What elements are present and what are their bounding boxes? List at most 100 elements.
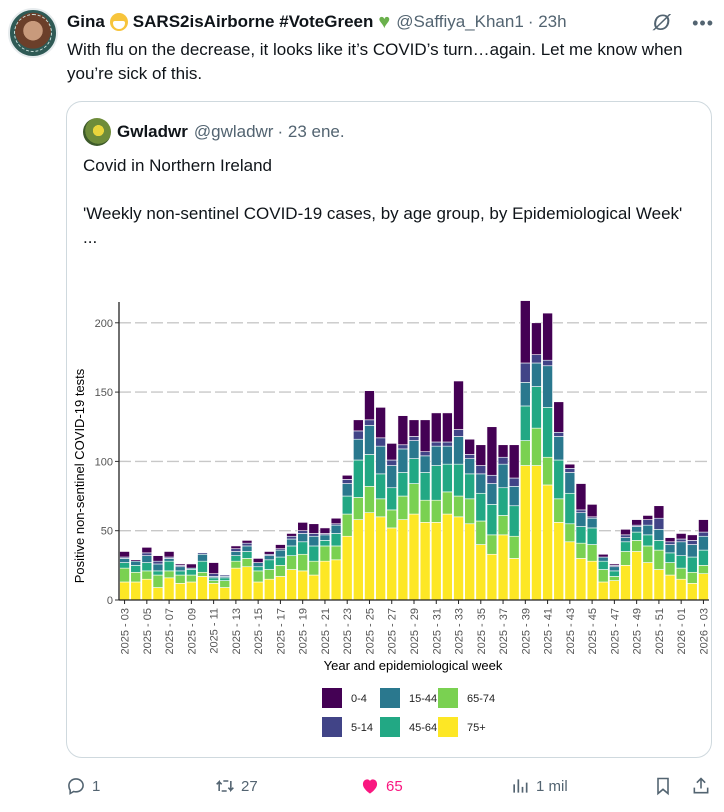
bar-segment-0-4 <box>620 529 631 536</box>
bar-segment-0-4 <box>252 558 264 563</box>
repost-button[interactable]: 27 <box>215 776 258 796</box>
bar-segment-65-74 <box>152 574 164 588</box>
bar-segment-65-74 <box>464 498 475 525</box>
legend-swatch <box>380 717 400 737</box>
bar-segment-45-64 <box>408 458 420 484</box>
legend: 0-4 5-14 15-44 45-64 65-74 75+ <box>322 688 495 737</box>
bar-segment-75plus <box>275 576 286 601</box>
bar-segment-65-74 <box>264 569 275 580</box>
author-name[interactable]: Gina <box>67 12 105 31</box>
bar-segment-0-4 <box>264 551 275 555</box>
bar-segment-15-44 <box>375 445 386 475</box>
bar-segment-0-4 <box>208 562 219 574</box>
views-icon <box>513 779 528 793</box>
bar-segment-5-14 <box>575 509 587 513</box>
bar-segment-0-4 <box>442 412 453 443</box>
x-tick-label: 2025 - 05 <box>142 608 154 654</box>
bar-segment-5-14 <box>241 542 253 547</box>
bar-segment-65-74 <box>575 542 587 559</box>
bar-segment-45-64 <box>141 562 153 572</box>
bookmark-button[interactable] <box>653 776 673 796</box>
action-bar: 1 27 65 1 mil <box>0 772 724 804</box>
quoted-author-name: Gwladwr <box>117 122 188 141</box>
bar-segment-45-64 <box>241 551 253 559</box>
chart-image[interactable]: 0 50 100 150 200 2025 - 03 2025 - 05 2025 - 07 2… <box>67 292 711 757</box>
share-icon <box>693 777 709 794</box>
bar-segment-45-64 <box>286 545 297 556</box>
bar-segment-45-64 <box>631 531 642 541</box>
bar-segment-15-44 <box>687 544 698 558</box>
reply-button[interactable]: 1 <box>66 776 100 796</box>
bar-segment-0-4 <box>163 551 175 558</box>
bar-segment-75plus <box>163 577 175 601</box>
bar-segment-0-4 <box>653 505 665 519</box>
quoted-tweet[interactable]: Gwladwr @gwladwr · 23 ene. Covid in Nort… <box>66 101 712 758</box>
tweet-header: Gina SARS2isAirborne #VoteGreen ♥ @Saffi… <box>67 10 714 36</box>
bar-segment-65-74 <box>319 545 331 562</box>
bar-segment-45-64 <box>620 541 631 552</box>
bar-segment-15-44 <box>531 362 542 387</box>
bar-segment-15-44 <box>597 556 609 562</box>
bar-segment-65-74 <box>553 498 564 523</box>
more-icon[interactable]: ••• <box>692 12 714 33</box>
bar-segment-0-4 <box>642 515 654 520</box>
bar-segment-0-4 <box>130 559 141 562</box>
bar-segment-15-44 <box>319 534 331 541</box>
bar-segment-45-64 <box>264 559 275 570</box>
bar-segment-65-74 <box>375 498 386 518</box>
bar-segment-65-74 <box>275 565 286 577</box>
bar-segment-0-4 <box>531 322 542 355</box>
bar-segment-65-74 <box>186 574 197 583</box>
legend-label: 15-44 <box>409 693 437 705</box>
bar-segment-65-74 <box>419 499 431 523</box>
bar-segment-65-74 <box>330 545 342 561</box>
bar-segment-5-14 <box>687 540 698 545</box>
bar-segment-65-74 <box>308 560 320 576</box>
bar-segment-45-64 <box>464 473 475 500</box>
bar-segment-75plus <box>252 581 264 601</box>
bar-segment-75plus <box>197 576 208 601</box>
bar-segment-65-74 <box>119 567 130 583</box>
bar-segment-15-44 <box>330 524 342 534</box>
bar-segment-45-64 <box>675 555 687 569</box>
bar-segment-0-4 <box>664 537 676 543</box>
tweet-time[interactable]: · 23h <box>527 12 567 31</box>
grok-icon[interactable]: Ø <box>652 10 671 35</box>
bars <box>119 300 709 601</box>
bar-segment-75plus <box>319 560 331 601</box>
bar-segment-65-74 <box>297 553 308 572</box>
bar-segment-5-14 <box>419 451 431 457</box>
bar-segment-65-74 <box>475 520 487 545</box>
bar-segment-15-44 <box>408 440 420 459</box>
x-tick-label: 2025 - 45 <box>587 608 599 654</box>
bar-segment-15-44 <box>486 483 498 505</box>
bar-segment-5-14 <box>475 465 487 475</box>
x-tick-label: 2025 - 29 <box>409 608 421 654</box>
bar-segment-65-74 <box>687 571 698 584</box>
bar-segment-15-44 <box>141 555 153 563</box>
bar-segment-75plus <box>419 522 431 601</box>
quoted-author-handle: @gwladwr <box>193 122 274 141</box>
like-button[interactable]: 65 <box>360 776 403 796</box>
header-icons: Ø ••• <box>653 10 714 36</box>
bar-segment-15-44 <box>130 560 141 566</box>
bar-segment-65-74 <box>597 569 609 583</box>
bar-segment-0-4 <box>553 401 564 433</box>
share-button[interactable] <box>691 776 711 796</box>
bar-segment-15-44 <box>152 563 164 572</box>
bar-segment-15-44 <box>631 526 642 533</box>
bar-segment-0-4 <box>297 522 308 531</box>
views-button[interactable]: 1 mil <box>510 776 568 796</box>
bar-segment-0-4 <box>520 300 531 364</box>
bar-segment-15-44 <box>163 558 175 562</box>
author-handle[interactable]: @Saffiya_Khan1 <box>396 12 524 31</box>
bar-segment-5-14 <box>553 431 564 437</box>
x-tick-label: 2025 - 03 <box>120 608 132 654</box>
bar-segment-75plus <box>531 465 542 601</box>
bar-segment-65-74 <box>141 570 153 580</box>
author-avatar[interactable] <box>8 8 58 58</box>
author-display-suffix[interactable]: SARS2isAirborne #VoteGreen <box>132 12 374 31</box>
bar-segment-45-64 <box>553 459 564 500</box>
bar-segment-45-64 <box>397 472 409 497</box>
bar-segment-75plus <box>642 562 654 601</box>
